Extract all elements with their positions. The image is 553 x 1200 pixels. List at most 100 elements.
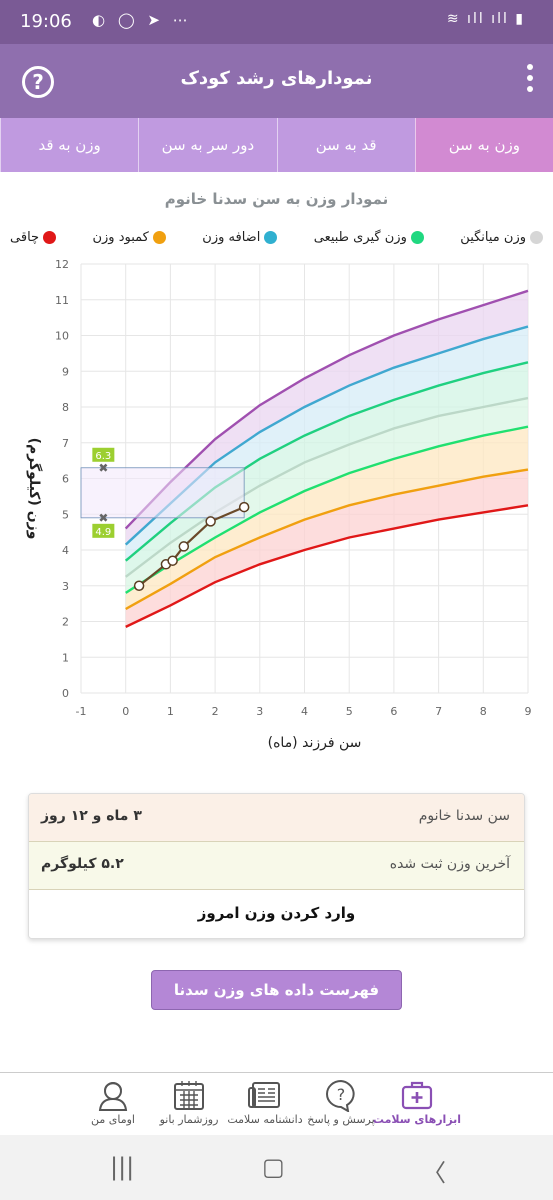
nav-label: ابزارهای سلامت bbox=[372, 1113, 462, 1126]
tab-weight-for-height[interactable]: وزن به قد bbox=[0, 118, 138, 172]
legend-label: کمبود وزن bbox=[92, 230, 149, 245]
x-tick-label: 8 bbox=[480, 705, 487, 718]
chart-band bbox=[125, 362, 528, 577]
child-info-card: سن سدنا خانوم ۳ ماه و ۱۲ روز آخرین وزن ث… bbox=[28, 793, 525, 939]
age-row: سن سدنا خانوم ۳ ماه و ۱۲ روز bbox=[29, 794, 524, 842]
tab-height-for-age[interactable]: قد به سن bbox=[276, 118, 415, 172]
x-tick-label: 9 bbox=[525, 705, 532, 718]
orange-dot-icon bbox=[152, 231, 166, 244]
x-tick-label: 3 bbox=[256, 705, 263, 718]
add-weight-row[interactable]: وارد کردن وزن امروز bbox=[29, 890, 524, 938]
child-weight-point bbox=[178, 541, 190, 552]
nav-label: دانشنامه سلامت bbox=[227, 1113, 303, 1126]
help-icon[interactable]: ? bbox=[22, 66, 54, 98]
red-dot-icon bbox=[43, 231, 57, 244]
weight-list-button[interactable]: فهرست داده های وزن سدنا خانوم bbox=[151, 970, 402, 1037]
x-tick-label: 2 bbox=[212, 705, 219, 718]
percentile-line bbox=[125, 468, 529, 611]
chart-title: نمودار وزن به سن سدنا خانوم bbox=[164, 190, 389, 208]
nav-label: اومای من bbox=[91, 1113, 135, 1126]
y-tick-label: 5 bbox=[62, 508, 69, 521]
chart-band bbox=[125, 398, 528, 593]
y-tick-label: 10 bbox=[55, 330, 69, 343]
range-x-marker: ✖ bbox=[98, 511, 108, 525]
child-weight-point bbox=[205, 516, 216, 527]
weight-label: آخرین وزن ثبت شده bbox=[389, 856, 510, 872]
age-value: ۳ ماه و ۱۲ روز bbox=[41, 808, 142, 824]
gray-dot-icon bbox=[530, 231, 543, 244]
nav-calendar[interactable]: روزشمار بانو bbox=[134, 1077, 244, 1126]
x-tick-label: 5 bbox=[346, 705, 353, 718]
range-badge bbox=[92, 447, 115, 462]
add-weight-button[interactable]: وارد کردن وزن امروز bbox=[197, 904, 356, 922]
y-tick-label: 3 bbox=[62, 580, 69, 593]
profile-icon bbox=[58, 1077, 168, 1113]
green-dot-icon bbox=[410, 231, 424, 244]
legend-item-overweight: اضافه وزن bbox=[202, 230, 278, 245]
y-tick-label: 12 bbox=[55, 258, 69, 271]
range-box bbox=[80, 467, 245, 519]
page-title: نمودارهای رشد کودک bbox=[180, 68, 373, 89]
range-badge-label: 4.9 bbox=[95, 527, 111, 538]
child-weight-point bbox=[133, 580, 145, 591]
x-tick-label: -1 bbox=[76, 705, 87, 718]
weight-row: آخرین وزن ثبت شده ۵.۲ کیلوگرم bbox=[29, 842, 524, 890]
legend-item-obesity: چاقی bbox=[10, 230, 57, 245]
chart-band bbox=[125, 326, 528, 561]
more-options-icon[interactable] bbox=[525, 64, 535, 100]
status-time: 19:06 bbox=[20, 11, 72, 32]
chart-legend: چاقی کمبود وزن اضافه وزن وزن گیری طبیعی … bbox=[10, 230, 543, 245]
y-tick-label: 4 bbox=[62, 544, 69, 557]
legend-label: چاقی bbox=[10, 230, 40, 245]
home-icon[interactable]: ▢ bbox=[262, 1153, 285, 1181]
percentile-line bbox=[125, 425, 529, 594]
weight-value: ۵.۲ کیلوگرم bbox=[41, 856, 124, 872]
y-tick-label: 2 bbox=[62, 616, 69, 629]
tab-weight-for-age[interactable]: وزن به سن bbox=[414, 118, 553, 172]
child-weight-point bbox=[167, 555, 178, 566]
x-tick-label: 4 bbox=[301, 705, 308, 718]
x-tick-label: 6 bbox=[390, 705, 397, 718]
back-icon[interactable]: 〈 bbox=[422, 1159, 446, 1187]
range-badge-label: 6.3 bbox=[95, 451, 111, 462]
y-tick-label: 9 bbox=[62, 365, 69, 378]
recent-apps-icon[interactable]: ||| bbox=[110, 1153, 135, 1181]
x-tick-label: 0 bbox=[122, 705, 129, 718]
notification-icons: ◐ ◯ ➤ ⋯ bbox=[92, 11, 192, 29]
percentile-line bbox=[124, 289, 529, 530]
nav-questions[interactable]: ? پرسش و پاسخ bbox=[286, 1077, 396, 1126]
tab-head-circumference[interactable]: دور سر به سن bbox=[138, 118, 276, 172]
x-tick-label: 7 bbox=[435, 705, 442, 718]
svg-text:?: ? bbox=[337, 1085, 346, 1104]
legend-item-underweight: کمبود وزن bbox=[92, 230, 166, 245]
percentile-line bbox=[124, 396, 529, 578]
nav-label: روزشمار بانو bbox=[159, 1113, 219, 1126]
status-bar: 19:06 ◐ ◯ ➤ ⋯ ≋ ıll ıll ▮ bbox=[0, 0, 553, 44]
nav-profile[interactable]: اومای من bbox=[58, 1077, 168, 1126]
chart-band bbox=[125, 426, 528, 609]
y-tick-label: 11 bbox=[55, 294, 69, 307]
range-x-marker: ✖ bbox=[98, 461, 108, 475]
encyclopedia-icon bbox=[210, 1077, 320, 1113]
first-aid-kit-icon bbox=[362, 1077, 472, 1113]
bottom-navigation: ابزارهای سلامت ? پرسش و پاسخ دانشنامه سل… bbox=[0, 1072, 553, 1135]
y-axis-title: وزن (کیلوگرم) bbox=[26, 438, 43, 540]
legend-label: وزن میانگین bbox=[460, 230, 526, 245]
chart-tabs: وزن به قد دور سر به سن قد به سن وزن به س… bbox=[0, 118, 553, 172]
y-tick-label: 6 bbox=[62, 473, 69, 486]
y-tick-label: 0 bbox=[62, 687, 69, 700]
nav-encyclopedia[interactable]: دانشنامه سلامت bbox=[210, 1077, 320, 1126]
nav-health-tools[interactable]: ابزارهای سلامت bbox=[362, 1077, 472, 1126]
signal-icons: ≋ ıll ıll ▮ bbox=[446, 11, 525, 27]
x-tick-label: 1 bbox=[167, 705, 174, 718]
chart-band bbox=[125, 469, 528, 627]
legend-item-normal-gain: وزن گیری طبیعی bbox=[314, 230, 424, 245]
question-bubble-icon: ? bbox=[286, 1077, 396, 1113]
child-weight-line bbox=[138, 506, 245, 587]
blue-dot-icon bbox=[264, 231, 278, 244]
age-label: سن سدنا خانوم bbox=[418, 808, 510, 824]
system-navigation-bar: ||| ▢ 〈 bbox=[0, 1135, 553, 1200]
y-tick-label: 7 bbox=[62, 437, 69, 450]
legend-item-average: وزن میانگین bbox=[460, 230, 543, 245]
